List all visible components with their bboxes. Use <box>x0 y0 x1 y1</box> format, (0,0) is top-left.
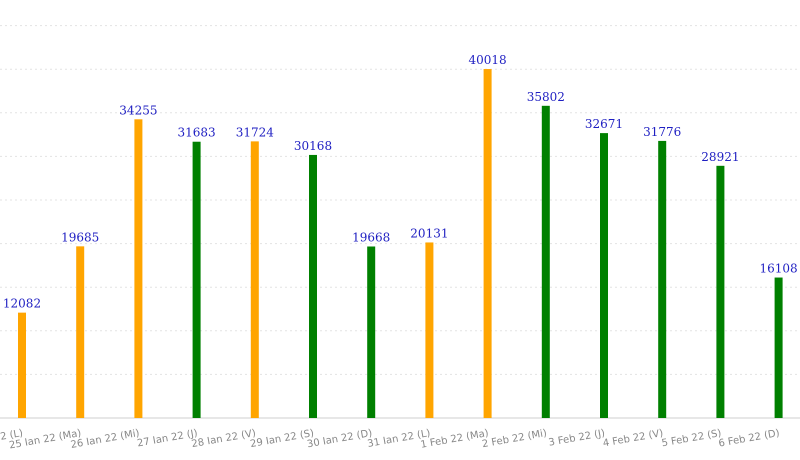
bar <box>658 141 666 418</box>
gridlines <box>0 26 800 418</box>
bar <box>76 246 84 418</box>
bar <box>193 142 201 418</box>
bar <box>600 133 608 418</box>
bar <box>367 246 375 418</box>
bar <box>775 278 783 418</box>
x-tick-label: 2 Feb 22 (Mi) <box>481 428 548 450</box>
data-label: 40018 <box>469 53 507 67</box>
data-label: 19668 <box>352 230 390 244</box>
data-label: 16108 <box>760 262 798 276</box>
bar <box>18 313 26 418</box>
bar <box>134 119 142 418</box>
x-tick-label: 29 Ian 22 (S) <box>249 428 315 450</box>
data-label: 31724 <box>236 125 275 139</box>
data-label: 12082 <box>3 297 41 311</box>
data-label: 32671 <box>585 117 623 131</box>
x-tick-label: 4 Feb 22 (V) <box>602 428 664 449</box>
data-label: 34255 <box>119 103 157 117</box>
bar <box>309 155 317 418</box>
bar <box>425 242 433 418</box>
x-tick-label: 27 Ian 22 (J) <box>136 428 198 449</box>
x-tick-label: 6 Feb 22 (D) <box>718 428 781 450</box>
bar <box>716 166 724 418</box>
bar <box>484 69 492 418</box>
x-tick-label: 5 Feb 22 (S) <box>661 428 723 449</box>
x-axis-tick-labels: 24 Ian 22 (L)25 Ian 22 (Ma)26 Ian 22 (Mi… <box>0 428 781 452</box>
data-label: 31776 <box>643 125 681 139</box>
data-label: 35802 <box>527 90 565 104</box>
data-label: 20131 <box>410 226 448 240</box>
data-label: 28921 <box>701 150 739 164</box>
value-labels: 12082 19685 34255 31683 31724 30168 19668 20131… <box>3 53 798 311</box>
bar <box>542 106 550 418</box>
data-label: 19685 <box>61 230 99 244</box>
bar <box>251 141 259 418</box>
x-tick-label: 1 Feb 22 (Ma) <box>420 428 490 451</box>
data-label: 30168 <box>294 139 332 153</box>
x-tick-label: 30 Ian 22 (D) <box>306 428 373 450</box>
x-tick-label: 3 Feb 22 (J) <box>548 428 606 449</box>
x-tick-label: 28 Ian 22 (V) <box>191 428 257 450</box>
data-label: 31683 <box>178 126 216 140</box>
